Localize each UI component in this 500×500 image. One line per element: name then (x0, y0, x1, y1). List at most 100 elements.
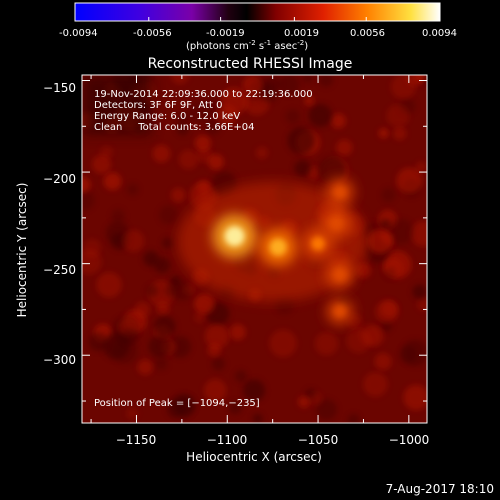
flare-source-core (311, 236, 325, 251)
ripple-blob (122, 328, 139, 345)
ripple-blob (177, 111, 190, 125)
ripple-blob (330, 113, 346, 129)
ripple-blob (146, 284, 159, 297)
units-exp: -2 (249, 39, 256, 47)
ripple-blob (318, 156, 347, 185)
ripple-blob (302, 75, 313, 83)
x-tick-label: −1100 (207, 433, 248, 447)
colorbar-ticks (74, 17, 441, 21)
ripple-blob (194, 293, 215, 315)
ripple-blob (143, 250, 159, 267)
flare-source-core (334, 305, 346, 317)
ripple-blob (228, 400, 242, 415)
x-tick-label: −1000 (389, 433, 430, 447)
ripple-blob (298, 396, 310, 408)
ripple-blob (347, 413, 360, 423)
peak-position-label: Position of Peak = [−1094,−235] (94, 398, 260, 409)
ripple-blob (208, 154, 224, 170)
ripple-blob (401, 339, 427, 367)
ripple-blob (410, 220, 427, 247)
annotation-line: 19-Nov-2014 22:09:36.000 to 22:19:36.000 (94, 89, 313, 100)
units-suffix: ) (304, 41, 308, 52)
colorbar-tick-label: 0.0019 (284, 28, 319, 39)
ripple-blob (403, 384, 427, 411)
chart-title: Reconstructed RHESSI Image (148, 56, 353, 72)
ripple-blob (363, 372, 388, 397)
units-mid: s (256, 41, 264, 52)
ripple-blob (172, 280, 192, 301)
ripple-blob (178, 149, 199, 170)
ripple-blob (111, 208, 126, 223)
colorbar-gradient (74, 2, 441, 22)
units-prefix: (photons cm (186, 41, 249, 52)
flare-source-core (333, 186, 346, 199)
ripple-blob (417, 297, 427, 311)
flare-source-core (224, 226, 245, 247)
ripple-blob (82, 189, 95, 211)
ripple-blob (154, 315, 176, 338)
ripple-blob (126, 183, 139, 196)
ripple-blob (287, 126, 315, 155)
ripple-blob (269, 329, 297, 358)
annotation-line: Clean Total counts: 3.66E+04 (94, 122, 254, 133)
ripple-blob (126, 407, 138, 420)
ripple-blob (188, 100, 211, 123)
units-mid: asec (271, 41, 297, 52)
ripple-blob (229, 324, 246, 341)
y-axis-label: Heliocentric Y (arcsec) (15, 183, 29, 318)
source-layer (212, 177, 355, 325)
ripple-blob (386, 104, 410, 128)
ripple-blob (152, 144, 171, 163)
ripple-blob (314, 332, 339, 356)
colorbar-tick-label: -0.0094 (59, 28, 98, 39)
ripple-blob (380, 320, 392, 332)
ripple-blob (137, 359, 153, 375)
ripple-blob (379, 219, 391, 231)
annotation-line: Detectors: 3F 6F 9F, Att 0 (94, 100, 222, 111)
ripple-blob (148, 335, 171, 358)
ripple-blob (169, 335, 192, 358)
ripple-blob (204, 324, 230, 349)
ripple-blob (194, 312, 205, 323)
ripple-blob (234, 370, 247, 383)
ripple-blob (242, 75, 263, 96)
ripple-blob (294, 160, 311, 177)
ripple-blob (88, 332, 108, 352)
y-tick-label: −250 (43, 263, 76, 277)
plot-frame (81, 74, 428, 424)
ripple-blob (82, 177, 91, 193)
ripple-blob (388, 218, 414, 245)
flare-source-core (333, 268, 346, 281)
ripple-blob (92, 154, 112, 174)
ripple-blob (103, 172, 122, 191)
ripple-blob (367, 228, 393, 254)
ripple-blob (383, 258, 403, 278)
ripple-blob (207, 343, 221, 357)
ripple-blob (122, 229, 145, 252)
ripple-blob (252, 413, 263, 423)
ripple-blob (82, 249, 102, 275)
colorbar-tick-label: -0.0056 (133, 28, 172, 39)
colorbar-units: (photons cm-2 s-1 asec-2) (186, 39, 308, 52)
ripple-blob (308, 391, 323, 406)
ripple-blob (216, 104, 237, 126)
annotation-line: Energy Range: 6.0 - 12.0 keV (94, 111, 240, 122)
ripple-blob (161, 237, 174, 249)
ripple-blob (396, 167, 423, 194)
y-tick-label: −150 (43, 81, 76, 95)
ripple-blob (415, 161, 427, 173)
ripple-blob (197, 147, 213, 163)
ripple-blob (308, 103, 332, 128)
ripple-blob (278, 75, 300, 96)
x-axis-label: Heliocentric X (arcsec) (186, 450, 322, 464)
ripple-blob (304, 95, 315, 106)
colorbar: -0.0094 -0.0056 -0.0019 0.0019 0.0056 0.… (59, 2, 457, 52)
ripple-blob (158, 205, 179, 225)
ripple-blob (83, 238, 101, 257)
dark-corner (82, 75, 152, 135)
colorbar-tick-label: -0.0019 (206, 28, 245, 39)
ripple-blob (336, 139, 353, 156)
x-tick-label: −1050 (298, 433, 339, 447)
ripple-blob (259, 84, 278, 103)
footer-timestamp: 7-Aug-2017 18:10 (386, 482, 494, 496)
